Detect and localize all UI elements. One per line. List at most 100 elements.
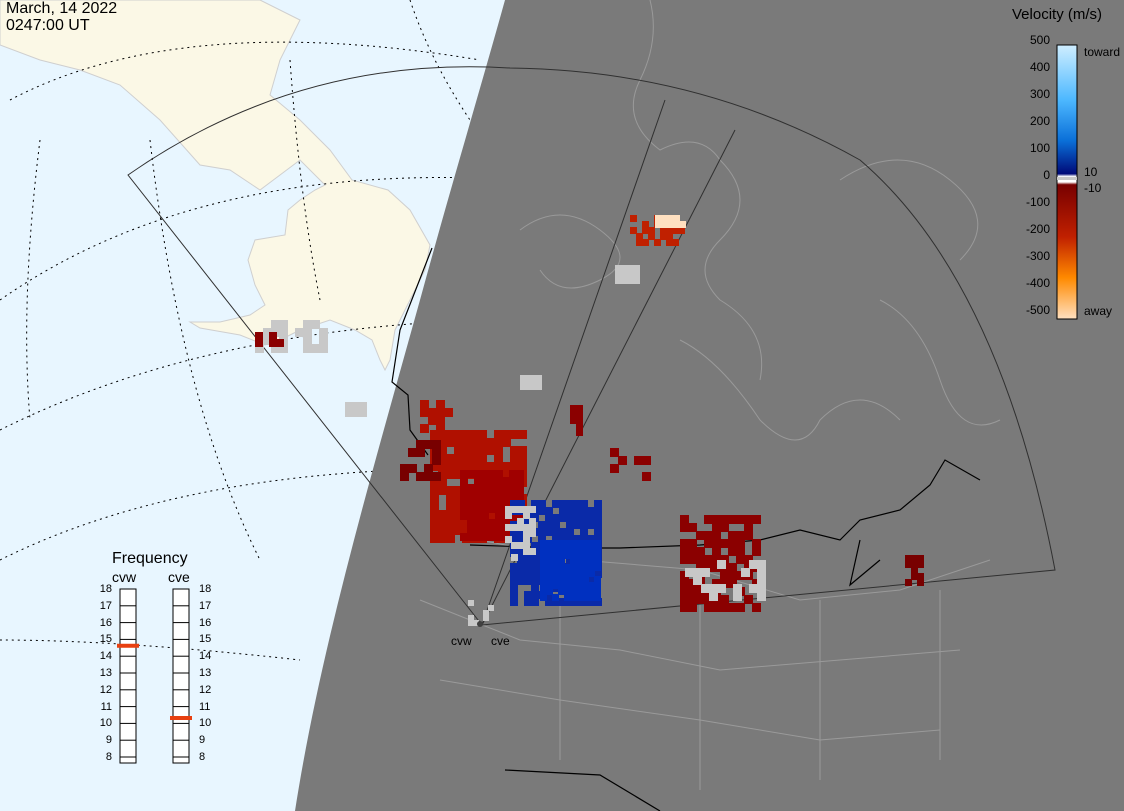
echo-cell <box>633 271 640 278</box>
echo-cell <box>428 416 437 425</box>
echo-cell <box>570 588 577 595</box>
echo-cell <box>905 561 912 568</box>
echo-cell <box>454 494 463 503</box>
echo-cell <box>744 515 753 524</box>
frequency-tick-label: 14 <box>199 650 212 663</box>
echo-cell <box>576 540 583 547</box>
echo-cell <box>552 540 559 547</box>
echo-cell <box>438 430 447 439</box>
echo-cell <box>545 514 553 522</box>
echo-cell <box>255 344 264 353</box>
echo-cell <box>511 524 518 531</box>
echo-cell <box>517 535 525 543</box>
echo-cell <box>460 498 468 506</box>
echo-cell <box>744 555 753 564</box>
echo-cell <box>474 470 482 478</box>
echo-cell <box>517 500 525 508</box>
echo-cell <box>688 539 697 548</box>
echo-cell <box>516 491 524 499</box>
echo-cell <box>470 462 479 471</box>
echo-cell <box>540 588 547 595</box>
alaska-land <box>0 0 431 372</box>
echo-cell <box>520 375 528 383</box>
echo-cell <box>510 535 518 543</box>
echo-cell <box>468 600 474 606</box>
echo-cell <box>680 523 689 532</box>
echo-cell <box>432 456 441 465</box>
echo-cell <box>271 320 280 329</box>
echo-cell <box>744 563 753 572</box>
echo-cell <box>588 546 595 553</box>
echo-cell <box>757 568 766 577</box>
echo-cell <box>474 484 482 492</box>
echo-cell <box>269 339 277 347</box>
echo-cell <box>680 603 689 612</box>
echo-cell <box>636 233 643 240</box>
echo-cell <box>460 505 468 513</box>
echo-cell <box>566 528 574 536</box>
echo-cell <box>538 528 546 536</box>
echo-cell <box>516 470 524 478</box>
echo-cell <box>436 408 445 417</box>
frequency-tick-label: 11 <box>199 700 211 713</box>
echo-cell <box>494 462 503 471</box>
plus10-label: 10 <box>1084 165 1098 179</box>
echo-cell <box>524 591 532 599</box>
echo-cell <box>701 568 710 577</box>
echo-cell <box>263 336 272 345</box>
echo-cell <box>582 546 589 553</box>
echo-cell <box>594 582 601 589</box>
echo-cell <box>446 430 455 439</box>
echo-cell <box>546 546 553 553</box>
echo-cell <box>495 505 503 513</box>
echo-cell <box>446 534 455 543</box>
echo-cell <box>582 588 589 595</box>
echo-cell <box>905 555 912 562</box>
echo-cell <box>594 552 601 559</box>
echo-cell <box>564 582 571 589</box>
echo-cell <box>505 536 512 543</box>
echo-cell <box>564 588 571 595</box>
echo-cell <box>559 514 567 522</box>
echo-cell <box>488 470 496 478</box>
echo-cell <box>462 438 471 447</box>
echo-cell <box>524 570 532 578</box>
echo-cell <box>510 570 518 578</box>
echo-cell <box>728 547 737 556</box>
echo-cell <box>488 605 494 611</box>
echo-cell <box>546 570 553 577</box>
echo-cell <box>460 533 468 541</box>
echo-cell <box>446 438 455 447</box>
echo-cell <box>520 382 528 390</box>
echo-cell <box>666 227 673 234</box>
echo-cell <box>529 530 536 537</box>
echo-cell <box>696 587 705 596</box>
frequency-tick-label: 12 <box>99 683 112 696</box>
echo-cell <box>752 515 761 524</box>
echo-cell <box>615 271 622 278</box>
echo-cell <box>416 448 425 457</box>
echo-cell <box>728 539 737 548</box>
echo-cell <box>518 454 527 463</box>
echo-cell <box>594 546 601 553</box>
echo-cell <box>510 563 518 571</box>
echo-cell <box>570 570 577 577</box>
frequency-tick-label: 14 <box>99 650 112 663</box>
echo-cell <box>594 558 601 565</box>
echo-cell <box>481 526 489 534</box>
echo-cell <box>720 571 729 580</box>
echo-cell <box>454 454 463 463</box>
echo-cell <box>540 558 547 565</box>
echo-cell <box>524 598 532 606</box>
echo-cell <box>712 523 721 532</box>
echo-cell <box>712 539 721 548</box>
echo-cell <box>446 470 455 479</box>
echo-cell <box>345 409 353 417</box>
echo-cell <box>545 507 553 515</box>
echo-cell <box>481 498 489 506</box>
echo-cell <box>478 454 487 463</box>
echo-cell <box>728 515 737 524</box>
echo-cell <box>559 598 567 606</box>
echo-cell <box>538 521 546 529</box>
echo-cell <box>424 464 433 473</box>
